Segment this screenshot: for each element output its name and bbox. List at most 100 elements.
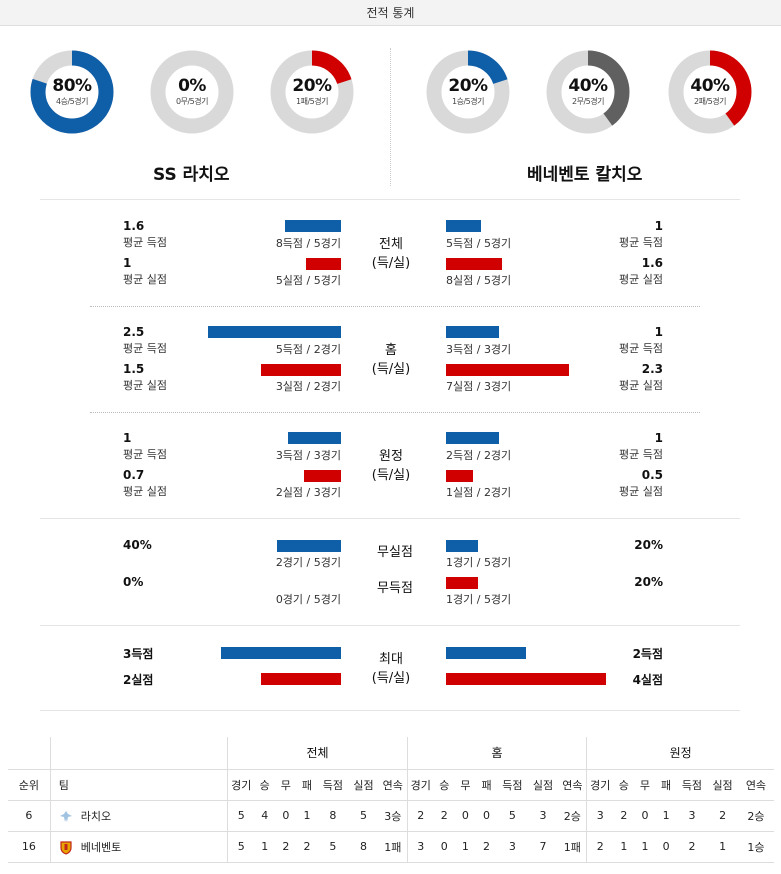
total-scored-cell: 8 [317, 799, 349, 831]
home-clean-sheet-value: 40% [123, 538, 152, 552]
home-draws-cell: 0 [454, 799, 476, 831]
total-games-cell: 5 [227, 830, 255, 863]
group-home: 홈 [406, 737, 587, 769]
table-row: 16 베네벤토 5 1 2 2 5 8 1패 3 0 1 2 3 7 1패 2 1 1 0 2 1 1승 [8, 830, 774, 863]
away-team-name: 베네벤토 칼치오 [527, 165, 643, 185]
home-no-score-caption: 0경기 / 5경기 [275, 593, 341, 606]
section-title-sub: (득/실) [371, 362, 411, 377]
empty-cell [49, 737, 228, 769]
donut-ring [668, 50, 752, 134]
home-wins-cell: 2 [433, 799, 455, 831]
away-draws-cell: 1 [634, 830, 656, 863]
team-cell[interactable]: 라치오 [49, 799, 228, 831]
home-scored-caption: 3득점 / 3경기 [275, 449, 341, 462]
donut-percent: 80% [52, 76, 92, 96]
home-max-scored-value: 3득점 [123, 647, 154, 661]
home-wins-cell: 0 [433, 830, 455, 863]
donut-percent: 40% [568, 76, 608, 96]
away-conceded-bar [446, 364, 569, 376]
col-draws: 무 [454, 768, 476, 800]
divider [40, 199, 740, 200]
home-conceded-caption: 3실점 / 2경기 [275, 380, 341, 393]
home-scored-cell: 5 [497, 799, 528, 831]
away-max-conceded-bar [446, 673, 606, 685]
page-title: 전적 통계 [366, 6, 415, 20]
home-losses-cell: 2 [475, 830, 498, 863]
home-conceded-caption: 5실점 / 5경기 [275, 274, 341, 287]
section-title-main: 원정 [379, 449, 403, 464]
home-avg-scored-label: 평균 득점 [123, 448, 167, 461]
home-clean-sheet-bar [277, 540, 341, 552]
col-streak: 연속 [558, 768, 587, 800]
home-clean-sheet-caption: 2경기 / 5경기 [275, 556, 341, 569]
away-conceded-caption: 7실점 / 3경기 [446, 380, 512, 393]
home-conceded-bar [261, 364, 341, 376]
away-draw-donut: 40% 2무/5경기 [546, 50, 630, 134]
away-conceded-caption: 8실점 / 5경기 [446, 274, 512, 287]
table-row: 6 라치오 5 4 0 1 8 5 3승 2 2 0 0 5 3 2승 3 2 0 1 3 2 2승 [8, 799, 774, 831]
team-cell[interactable]: 베네벤토 [49, 830, 228, 863]
donut-caption: 2패/5경기 [694, 97, 726, 106]
away-clean-sheet-bar [446, 540, 478, 552]
away-avg-scored-value: 1 [654, 219, 663, 233]
empty-cell [8, 737, 50, 769]
total-streak-cell: 3승 [378, 799, 408, 831]
col-wins: 승 [613, 768, 635, 800]
away-scored-caption: 3득점 / 3경기 [446, 343, 512, 356]
home-games-cell: 2 [406, 799, 434, 831]
away-losses-cell: 0 [655, 830, 677, 863]
home-streak-cell: 2승 [558, 799, 587, 831]
away-avg-conceded-value: 0.5 [641, 468, 663, 482]
col-losses: 패 [475, 768, 498, 800]
away-avg-scored-value: 1 [654, 325, 663, 339]
donut-caption: 0무/5경기 [176, 97, 208, 106]
standings-table: 전체 홈 원정 순위 팀 경기 승 무 패 득점 실점 연속 경기 승 무 패 … [8, 737, 774, 863]
home-avg-scored-label: 평균 득점 [123, 342, 167, 355]
home-draws-cell: 1 [454, 830, 476, 863]
away-no-score-value: 20% [634, 575, 663, 589]
col-scored: 득점 [317, 768, 349, 800]
away-draws-cell: 0 [634, 799, 656, 831]
home-no-score-value: 0% [123, 575, 144, 589]
col-scored: 득점 [497, 768, 528, 800]
page-header: 전적 통계 [0, 0, 781, 26]
away-avg-scored-label: 평균 득점 [619, 342, 663, 355]
home-avg-scored-label: 평균 득점 [123, 236, 167, 249]
col-rank: 순위 [8, 768, 51, 800]
home-scored-bar [285, 220, 341, 232]
home-draw-donut: 0% 0무/5경기 [150, 50, 234, 134]
section-title: 최대 (득/실) [351, 650, 431, 688]
home-conceded-bar [304, 470, 341, 482]
col-games: 경기 [227, 768, 255, 800]
away-avg-scored-label: 평균 득점 [619, 236, 663, 249]
away-scored-caption: 5득점 / 5경기 [446, 237, 512, 250]
home-avg-conceded-label: 평균 실점 [123, 379, 167, 392]
donut-ring [426, 50, 510, 134]
col-team: 팀 [49, 768, 228, 800]
home-max-conceded-value: 2실점 [123, 673, 154, 687]
rank-cell: 6 [8, 799, 51, 831]
col-losses: 패 [655, 768, 677, 800]
away-win-donut: 20% 1승/5경기 [426, 50, 510, 134]
divider [40, 518, 740, 519]
total-wins-cell: 1 [254, 830, 276, 863]
divider [90, 412, 700, 413]
clean-sheet-title: 무실점 [377, 545, 413, 560]
away-scored-cell: 3 [676, 799, 708, 831]
home-losses-cell: 0 [475, 799, 498, 831]
donut-ring [30, 50, 114, 134]
total-wins-cell: 4 [254, 799, 276, 831]
col-draws: 무 [634, 768, 656, 800]
section-title-sub: (득/실) [371, 256, 411, 271]
home-conceded-bar [306, 258, 341, 270]
away-max-conceded-value: 4실점 [632, 673, 663, 687]
team-name: 라치오 [80, 809, 112, 823]
benevento-shield-icon [59, 840, 73, 855]
section-title-sub: (득/실) [371, 468, 411, 483]
rank-cell: 16 [8, 830, 51, 863]
away-no-score-caption: 1경기 / 5경기 [446, 593, 512, 606]
away-scored-bar [446, 220, 481, 232]
home-conceded-cell: 7 [527, 830, 559, 863]
col-streak: 연속 [737, 768, 774, 800]
home-avg-conceded-value: 0.7 [123, 468, 145, 482]
